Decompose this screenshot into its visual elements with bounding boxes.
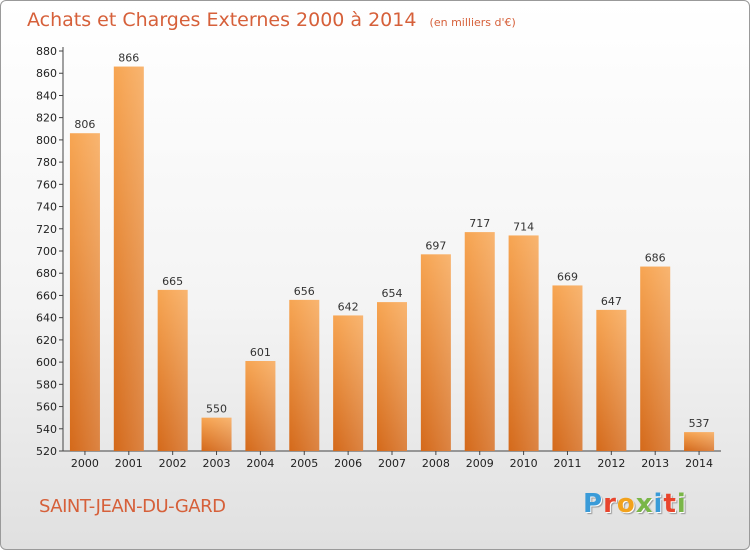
chart-title: Achats et Charges Externes 2000 à 2014 [27,9,417,31]
data-label-2000: 806 [74,118,95,131]
bar-shine-2007 [377,302,407,451]
bar-shine-2008 [420,254,451,451]
bar-shine-2009 [464,232,495,451]
bar-shine-2004 [245,361,276,451]
logo-letter: r [603,489,617,519]
y-tick-label: 820 [36,112,57,125]
y-tick-label: 680 [36,267,57,280]
data-label-2010: 714 [513,220,534,233]
bar-shine-2005 [289,299,320,451]
bar-shine-2013 [640,266,671,451]
x-tick-label-2009: 2009 [466,457,494,470]
x-tick-label-2000: 2000 [71,457,99,470]
logo-letter: t [663,489,677,519]
data-label-2013: 686 [645,252,666,265]
y-tick-label: 640 [36,312,57,325]
y-tick-label: 520 [36,445,57,458]
place-name: SAINT-JEAN-DU-GARD [39,496,226,517]
y-tick-label: 740 [36,201,57,214]
x-tick-label-2006: 2006 [334,457,362,470]
x-tick-label-2014: 2014 [685,457,713,470]
logo-letter: P [583,489,604,519]
x-tick-label-2008: 2008 [422,457,450,470]
y-axis-ticks: 520 540 560 580 600 620 640 660 680 700 720 740 760 7… [36,45,63,458]
logo-letter: i [653,489,664,519]
title-line: Achats et Charges Externes 2000 à 2014 (… [27,9,516,31]
x-tick-label-2007: 2007 [378,457,406,470]
x-tick-label-2004: 2004 [246,457,274,470]
bar-shine-2012 [596,309,627,451]
bar-shine-2001 [113,66,144,452]
logo-letter: i [676,489,687,519]
x-tick-label-2010: 2010 [510,457,538,470]
y-tick-label: 860 [36,67,57,80]
data-label-2014: 537 [689,417,710,430]
bar-shine-2010 [508,235,539,451]
data-label-2004: 601 [250,346,271,359]
logo-letter: o [616,489,636,519]
y-tick-label: 780 [36,156,57,169]
x-tick-label-2013: 2013 [641,457,669,470]
x-tick-label-2001: 2001 [115,457,143,470]
y-tick-label: 720 [36,223,57,236]
data-label-2007: 654 [382,287,403,300]
x-tick-label-2005: 2005 [290,457,318,470]
x-axis-ticks: 2000 2001 2002 2003 2004 2005 2006 2007 2008 2009… [71,451,713,470]
y-tick-label: 660 [36,289,57,302]
y-tick-label: 620 [36,334,57,347]
y-tick-label: 580 [36,378,57,391]
data-label-2001: 866 [118,52,139,65]
y-tick-label: 800 [36,134,57,147]
bar-shine-2011 [552,285,583,451]
logo-letter: x [635,489,654,519]
chart-unit-note: (en milliers d'€) [429,16,516,29]
data-label-2005: 656 [294,285,315,298]
data-label-2002: 665 [162,275,183,288]
bar-shine-2003 [201,417,232,451]
data-label-2008: 697 [425,239,446,252]
y-tick-label: 760 [36,178,57,191]
x-tick-label-2003: 2003 [203,457,231,470]
bar-shine-2002 [157,289,188,451]
bar-shine-2014 [684,432,715,451]
y-tick-label: 560 [36,401,57,414]
proxiti-logo: Proxiti [583,489,687,519]
bar-shine-2006 [333,315,364,451]
y-tick-label: 700 [36,245,57,258]
data-label-2003: 550 [206,403,227,416]
x-tick-label-2002: 2002 [159,457,187,470]
y-tick-label: 540 [36,423,57,436]
y-tick-label: 880 [36,45,57,58]
data-label-2012: 647 [601,295,622,308]
y-tick-label: 600 [36,356,57,369]
data-label-2011: 669 [557,270,578,283]
data-label-2006: 642 [338,300,359,313]
bar-shine-2000 [69,133,100,451]
y-tick-label: 840 [36,89,57,102]
x-tick-label-2011: 2011 [553,457,581,470]
x-tick-label-2012: 2012 [597,457,625,470]
bars: 806 866 665 550 601 656 642 654 697 717 714 669 647 6… [69,52,715,452]
data-label-2009: 717 [469,217,490,230]
